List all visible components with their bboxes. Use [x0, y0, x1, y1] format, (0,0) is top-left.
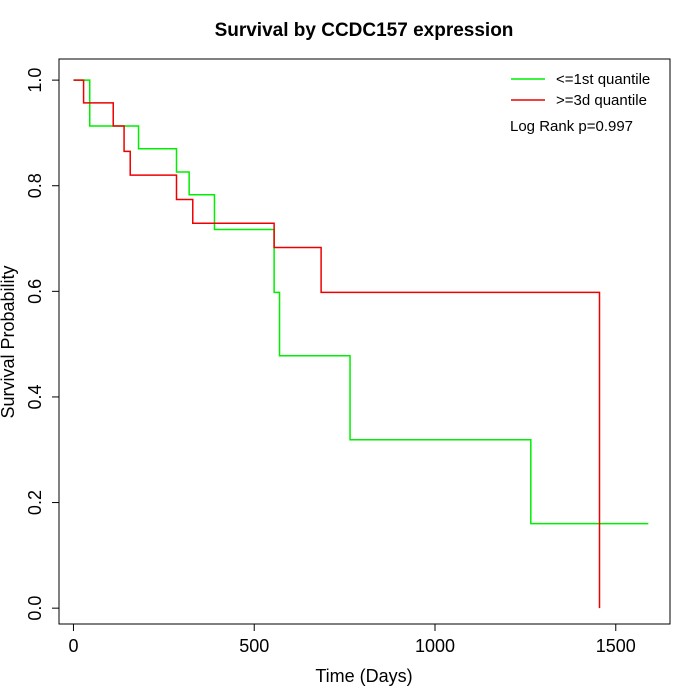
plot-frame [58, 58, 671, 625]
series-line-2 [73, 79, 601, 609]
series-line-1 [73, 79, 649, 525]
y-tick-label: 0.4 [25, 384, 45, 409]
x-axis: 0 500 1000 1500 [68, 623, 636, 656]
y-tick-label: 0.2 [25, 490, 45, 515]
log-rank-annotation: Log Rank p=0.997 [510, 118, 633, 135]
legend: <=1st quantile >=3d quantile [511, 71, 650, 109]
x-tick-label: 500 [239, 636, 269, 656]
legend-label-2: >=3d quantile [556, 92, 647, 109]
y-tick-label: 0.0 [25, 596, 45, 621]
x-axis-label: Time (Days) [315, 666, 412, 686]
x-tick-label: 1000 [415, 636, 455, 656]
y-tick-label: 0.6 [25, 279, 45, 304]
series-layer [73, 79, 649, 609]
x-tick-label: 0 [68, 636, 78, 656]
legend-label-1: <=1st quantile [556, 71, 650, 88]
y-tick-label: 1.0 [25, 68, 45, 93]
y-tick-label: 0.8 [25, 173, 45, 198]
y-axis-label: Survival Probability [0, 265, 18, 418]
y-axis: 0.0 0.2 0.4 0.6 0.8 1.0 [25, 68, 60, 621]
x-tick-label: 1500 [596, 636, 636, 656]
chart-title: Survival by CCDC157 expression [215, 20, 514, 41]
